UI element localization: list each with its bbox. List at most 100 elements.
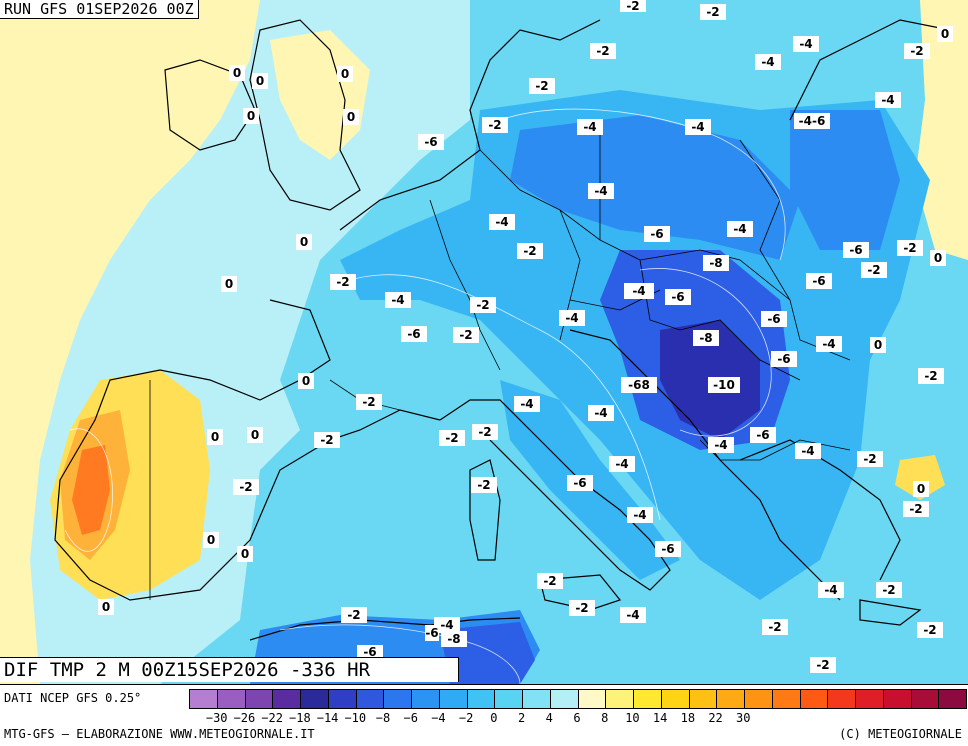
value-label: -2: [482, 117, 508, 133]
svg-text:-2: -2: [575, 601, 588, 615]
color-scale-tick: 0: [490, 711, 498, 725]
svg-text:-6: -6: [424, 135, 437, 149]
svg-text:-4: -4: [565, 311, 578, 325]
value-label: 0: [98, 599, 114, 615]
value-label: -2: [529, 78, 555, 94]
value-label: 0: [337, 66, 353, 82]
svg-text:-4: -4: [594, 406, 607, 420]
svg-text:-2: -2: [910, 44, 923, 58]
color-scale-swatch: [467, 690, 496, 708]
svg-text:-4: -4: [632, 284, 645, 298]
svg-text:-2: -2: [523, 244, 536, 258]
value-label: -2: [861, 262, 887, 278]
value-label: -2: [700, 4, 726, 20]
color-scale-bar: [189, 689, 967, 709]
svg-text:-4: -4: [881, 93, 894, 107]
color-scale-swatch: [578, 690, 607, 708]
value-label: -2: [876, 582, 902, 598]
value-label: -6: [425, 625, 439, 641]
color-scale-swatch: [883, 690, 912, 708]
value-label: 0: [203, 532, 219, 548]
svg-text:-2: -2: [459, 328, 472, 342]
map-title: DIF TMP 2 M 00Z15SEP2026 -336 HR: [0, 657, 459, 682]
svg-text:-2: -2: [476, 298, 489, 312]
value-label: -4: [875, 92, 901, 108]
svg-text:-2: -2: [882, 583, 895, 597]
color-scale-swatch: [689, 690, 718, 708]
color-scale-swatch: [717, 690, 745, 708]
cold-area-russia: [790, 110, 900, 250]
color-scale-swatch: [745, 690, 773, 708]
value-label: 0: [229, 65, 245, 81]
svg-text:-4: -4: [691, 120, 704, 134]
color-scale-tick: 8: [601, 711, 609, 725]
svg-text:-4: -4: [761, 55, 774, 69]
value-label: -4: [588, 183, 614, 199]
value-label: -6: [567, 475, 593, 491]
svg-text:-2: -2: [816, 658, 829, 672]
value-label: -2: [537, 573, 563, 589]
svg-text:0: 0: [300, 235, 308, 249]
svg-text:-2: -2: [867, 263, 880, 277]
value-label: -8: [441, 631, 467, 647]
color-scale-swatch: [384, 690, 412, 708]
svg-text:0: 0: [211, 430, 219, 444]
color-scale-swatch: [550, 690, 579, 708]
color-scale-tick: −10: [344, 711, 367, 725]
svg-text:0: 0: [341, 67, 349, 81]
svg-text:-4: -4: [626, 608, 639, 622]
value-label: 0: [221, 276, 237, 292]
svg-text:-68: -68: [628, 378, 650, 392]
svg-text:-4: -4: [440, 618, 453, 632]
svg-text:-2: -2: [362, 395, 375, 409]
color-scale-swatch: [301, 690, 329, 708]
color-scale-swatch: [523, 690, 551, 708]
value-label: 0: [296, 234, 312, 250]
value-label: -4: [434, 617, 460, 633]
color-scale-tick: −18: [289, 711, 311, 725]
value-label: -4: [385, 292, 411, 308]
value-label: -6: [401, 326, 427, 342]
value-label: -2: [472, 424, 498, 440]
color-scale-swatch: [828, 690, 856, 708]
color-scale-swatch: [772, 690, 801, 708]
value-label: -4: [624, 283, 654, 299]
color-scale-tick: −30: [205, 711, 228, 725]
svg-text:-6: -6: [756, 428, 769, 442]
svg-text:-2: -2: [923, 623, 936, 637]
color-scale-swatch: [911, 690, 940, 708]
value-label: -6: [644, 226, 670, 242]
svg-text:-4: -4: [733, 222, 746, 236]
value-label: -2: [917, 622, 943, 638]
color-scale-swatch: [661, 690, 690, 708]
copyright-text: (C) METEOGIORNALE: [839, 727, 962, 741]
svg-text:-4: -4: [633, 508, 646, 522]
svg-text:-2: -2: [535, 79, 548, 93]
value-label: -6: [357, 645, 383, 659]
svg-text:0: 0: [247, 109, 255, 123]
color-scale-swatch: [245, 690, 274, 708]
value-label: -4: [559, 310, 585, 326]
value-label: -2: [857, 451, 883, 467]
value-label: -4: [577, 119, 603, 135]
value-label: 0: [252, 73, 268, 89]
svg-text:-2: -2: [445, 431, 458, 445]
color-scale-swatch: [356, 690, 385, 708]
value-label: 0: [870, 337, 886, 353]
color-scale-swatch: [217, 690, 246, 708]
svg-text:-4-6: -4-6: [799, 114, 826, 128]
value-label: -4-6: [794, 113, 830, 129]
value-label: -4: [818, 582, 844, 598]
color-scale-tick: −22: [261, 711, 283, 725]
svg-text:-6: -6: [849, 243, 862, 257]
value-label: -6: [843, 242, 869, 258]
value-label: -4: [727, 221, 753, 237]
credit-text: MTG-GFS – ELABORAZIONE WWW.METEOGIORNALE…: [4, 727, 315, 741]
color-scale-swatch: [800, 690, 829, 708]
value-label: -6: [418, 134, 444, 150]
hot-area-portugal: [72, 445, 110, 535]
value-label: -2: [590, 43, 616, 59]
value-label: 0: [237, 546, 253, 562]
value-label: -2: [341, 607, 367, 623]
data-source: DATI NCEP GFS 0.25°: [4, 691, 142, 705]
